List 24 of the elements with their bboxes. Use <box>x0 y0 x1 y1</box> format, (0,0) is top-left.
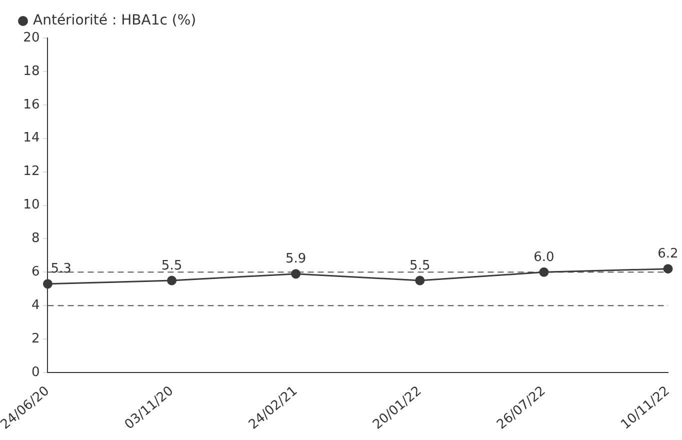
point <box>42 279 52 289</box>
y-tick-label: 20 <box>23 30 40 46</box>
data-label: 5.5 <box>161 258 182 274</box>
point <box>291 269 301 279</box>
y-tick-label: 2 <box>31 331 40 346</box>
point <box>539 267 549 277</box>
legend-label: Antériorité : HBA1c (%) <box>33 12 196 29</box>
data-label: 5.9 <box>285 252 306 267</box>
data-label: 6.0 <box>534 250 554 266</box>
y-tick-label: 0 <box>31 364 40 380</box>
point <box>167 276 177 286</box>
point <box>663 264 673 274</box>
y-tick-label: 6 <box>31 264 40 280</box>
y-tick-label: 16 <box>23 97 40 112</box>
point <box>415 276 425 286</box>
data-label: 5.3 <box>50 262 72 277</box>
data-label: 5.5 <box>410 258 430 274</box>
y-tick-label: 8 <box>31 231 40 246</box>
y-tick-label: 4 <box>31 298 40 313</box>
y-tick-label: 10 <box>23 198 40 213</box>
y-tick-label: 12 <box>23 164 40 180</box>
y-tick-label: 18 <box>23 64 40 79</box>
data-label: 6.2 <box>658 246 678 262</box>
y-tick-label: 14 <box>23 130 40 146</box>
